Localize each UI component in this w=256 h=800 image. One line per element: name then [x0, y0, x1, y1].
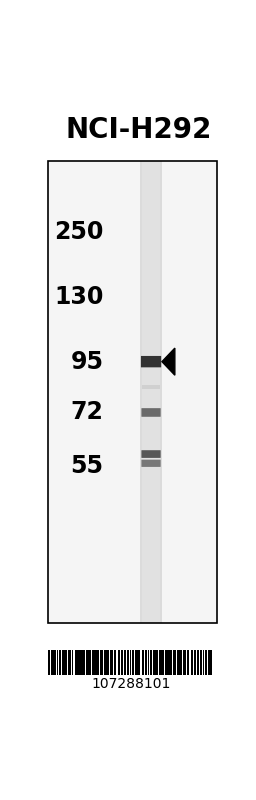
Bar — [68, 650, 69, 675]
Bar — [142, 385, 161, 390]
Bar — [136, 650, 138, 675]
Bar — [48, 161, 217, 622]
Bar — [135, 650, 136, 675]
Text: 72: 72 — [71, 401, 103, 425]
Polygon shape — [162, 348, 175, 375]
Bar — [183, 650, 184, 675]
Bar — [48, 161, 217, 622]
Bar — [114, 650, 116, 675]
Bar — [105, 650, 108, 675]
Bar — [124, 650, 126, 675]
Bar — [150, 650, 152, 675]
Bar — [187, 650, 189, 675]
Text: NCI-H292: NCI-H292 — [66, 116, 212, 144]
Bar — [140, 161, 162, 622]
Bar — [148, 650, 150, 675]
Text: 107288101: 107288101 — [91, 678, 171, 691]
Bar — [111, 650, 113, 675]
Bar — [121, 650, 122, 675]
Bar — [81, 650, 84, 675]
Bar — [178, 650, 181, 675]
Bar — [63, 650, 66, 675]
Bar — [86, 650, 87, 675]
Bar — [209, 650, 211, 675]
Bar — [145, 650, 146, 675]
Bar — [108, 650, 109, 675]
Bar — [95, 650, 98, 675]
Bar — [102, 650, 103, 675]
FancyBboxPatch shape — [141, 408, 161, 417]
Bar — [100, 650, 102, 675]
Bar — [200, 650, 201, 675]
Bar — [189, 650, 190, 675]
Bar — [66, 650, 67, 675]
Bar — [203, 650, 204, 675]
Bar — [77, 650, 80, 675]
Text: 55: 55 — [70, 454, 103, 478]
Bar — [165, 650, 166, 675]
Bar — [104, 650, 105, 675]
Bar — [173, 650, 175, 675]
Bar — [57, 650, 58, 675]
Bar — [127, 650, 128, 675]
Bar — [52, 650, 55, 675]
Bar — [84, 650, 85, 675]
FancyBboxPatch shape — [141, 450, 161, 458]
Bar — [146, 650, 147, 675]
Bar — [90, 650, 91, 675]
Bar — [154, 650, 157, 675]
Bar — [157, 650, 158, 675]
Bar — [69, 650, 71, 675]
Bar — [168, 650, 171, 675]
Bar — [98, 650, 99, 675]
Bar — [153, 650, 154, 675]
Bar — [118, 650, 120, 675]
Bar — [142, 650, 144, 675]
Bar — [72, 650, 73, 675]
Bar — [93, 650, 95, 675]
Bar — [160, 650, 163, 675]
Text: 130: 130 — [54, 285, 103, 309]
Bar — [195, 650, 196, 675]
Bar — [177, 650, 178, 675]
Bar — [191, 650, 193, 675]
Bar — [201, 650, 202, 675]
Bar — [130, 650, 131, 675]
Bar — [171, 650, 172, 675]
Bar — [132, 650, 134, 675]
Bar — [139, 650, 140, 675]
Bar — [122, 650, 123, 675]
Bar — [87, 650, 90, 675]
Bar — [197, 650, 199, 675]
Bar — [142, 161, 160, 622]
FancyBboxPatch shape — [141, 356, 161, 367]
Bar — [184, 650, 186, 675]
Bar — [175, 650, 176, 675]
Bar — [194, 650, 195, 675]
FancyBboxPatch shape — [141, 460, 161, 467]
Text: 250: 250 — [54, 220, 103, 244]
Bar — [163, 650, 164, 675]
Bar — [208, 650, 209, 675]
Bar — [110, 650, 111, 675]
Bar — [75, 650, 77, 675]
Bar — [166, 650, 168, 675]
Bar — [116, 650, 117, 675]
Bar — [80, 650, 81, 675]
Bar — [128, 650, 129, 675]
Bar — [55, 650, 56, 675]
Bar — [59, 650, 61, 675]
Bar — [205, 650, 207, 675]
Bar — [62, 650, 63, 675]
Text: 95: 95 — [70, 350, 103, 374]
Bar — [51, 650, 52, 675]
Bar — [48, 650, 50, 675]
